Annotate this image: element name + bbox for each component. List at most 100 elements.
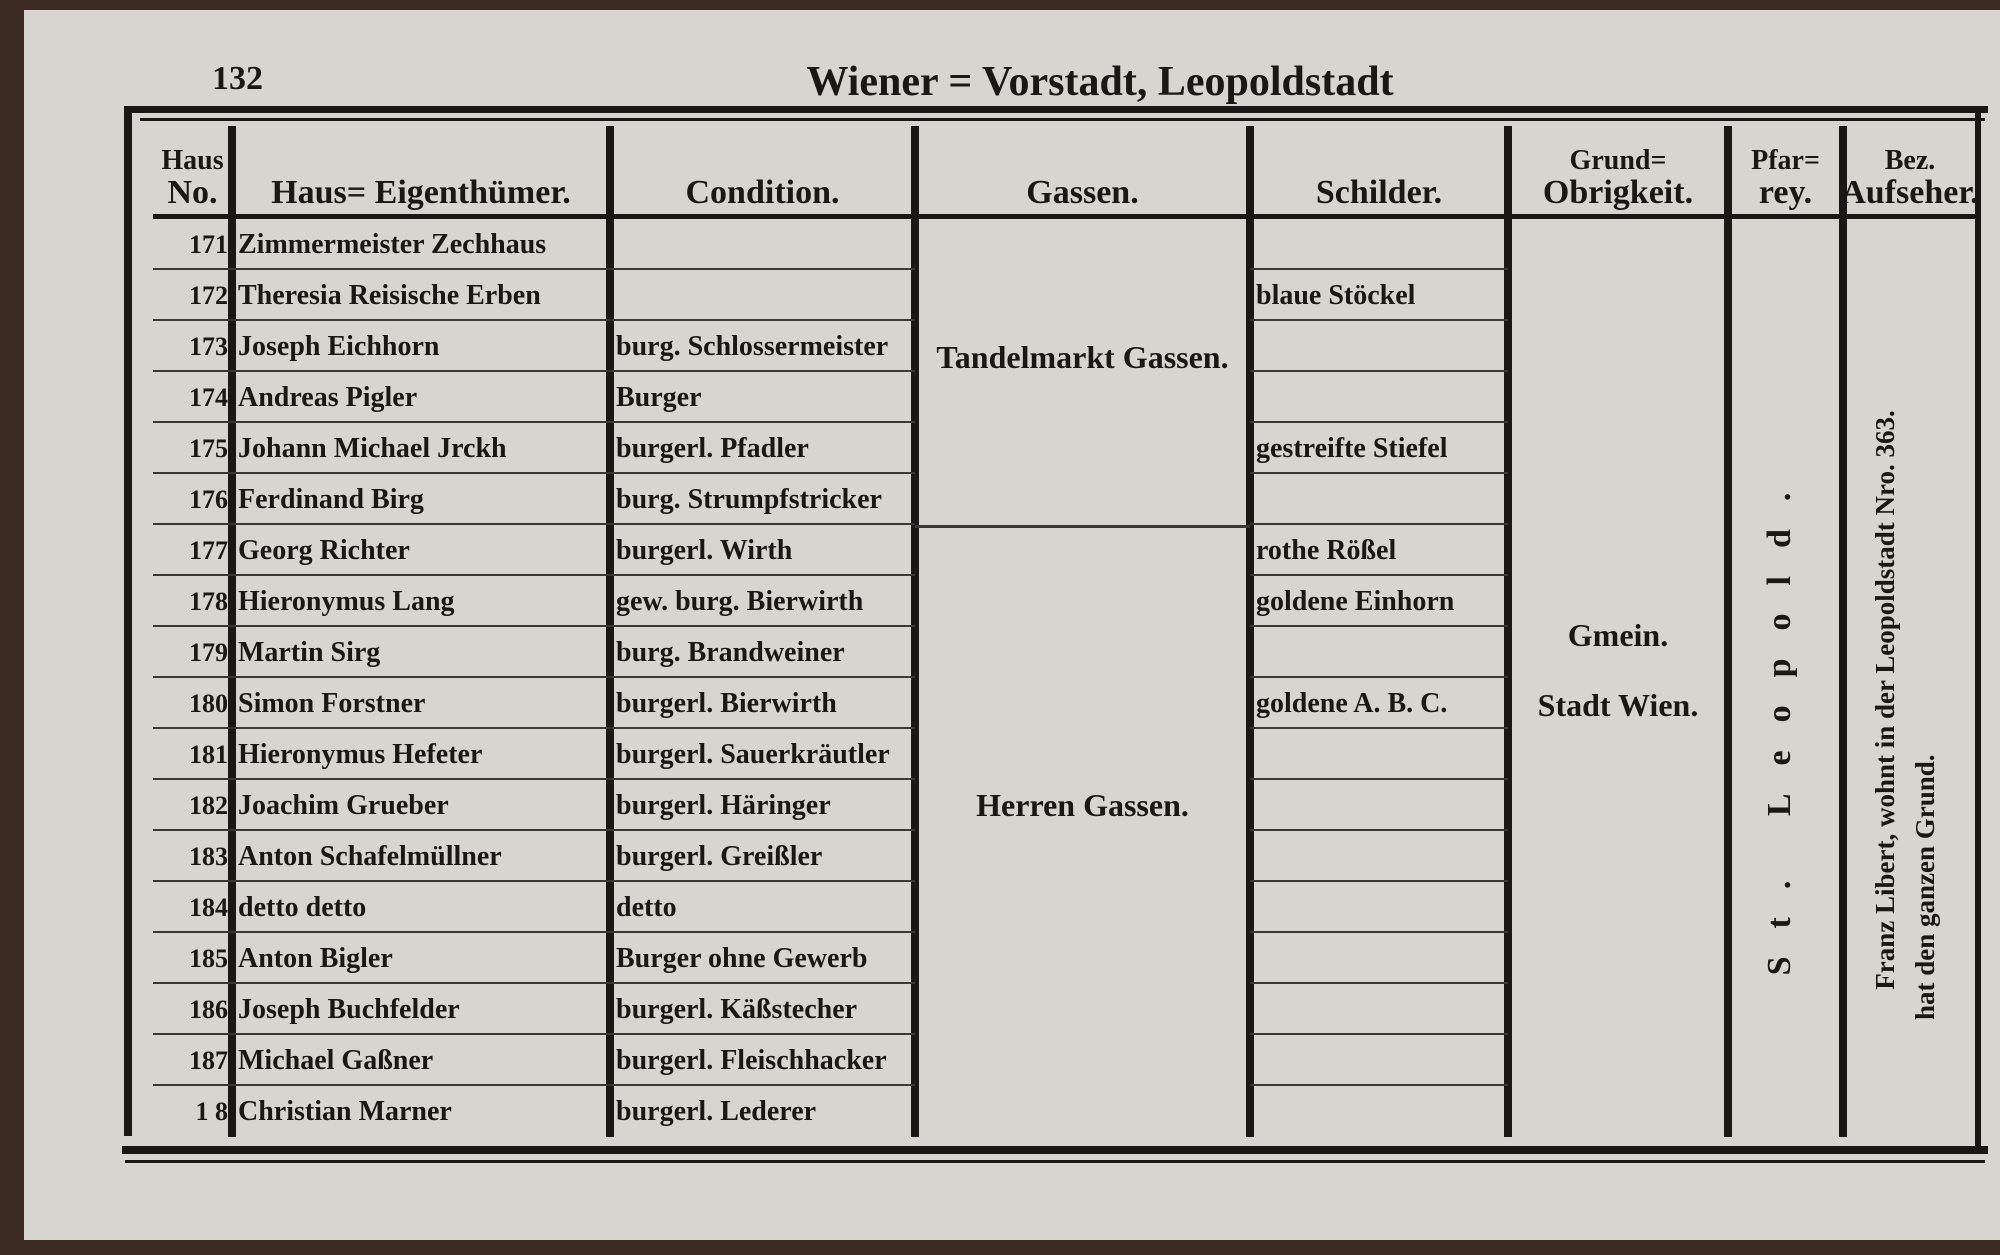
condition: burgerl. Käßstecher [616,994,858,1025]
row-rule [1250,1033,1508,1035]
authority: Stadt Wien. [1537,687,1699,723]
header-line: Condition. [685,174,840,212]
row-rule [153,421,915,423]
row-rule [153,574,915,576]
condition: burgerl. Fleischhacker [616,1045,887,1076]
row-rule [153,319,915,321]
paper: 132 Wiener = Vorstadt, Leopoldstadt Haus No… [24,10,2000,1240]
condition: burg. Brandweiner [616,637,845,668]
owner: Joseph Buchfelder [238,994,460,1025]
row-rule [1250,982,1508,984]
condition: burgerl. Häringer [616,790,831,821]
column-header: Haus= Eigenthümer. [232,121,610,219]
house-number: 180 [189,689,228,718]
condition: burgerl. Pfadler [616,433,809,464]
authority: Gmein. [1567,617,1669,653]
row-rule [153,829,915,831]
condition: burgerl. Bierwirth [616,688,837,719]
house-number: 173 [189,332,228,361]
header-line: Haus= Eigenthümer. [271,174,571,212]
condition: burgerl. Greißler [616,841,823,872]
frame-bottom-inner [125,1160,1985,1163]
condition: burgerl. Wirth [616,535,793,566]
owner: Joseph Eichhorn [238,331,440,362]
header-line: Pfar= [1751,144,1820,176]
header-line: Gassen. [1026,174,1139,212]
condition: detto [616,892,677,923]
condition: Burger [616,382,702,413]
row-rule [1250,421,1508,423]
row-rule [153,1084,915,1086]
row-rule [153,778,915,780]
row-rule [1250,472,1508,474]
house-number: 187 [189,1046,228,1075]
owner: Hieronymus Lang [238,586,455,617]
row-rule [1250,727,1508,729]
sign: rothe Rößel [1256,535,1397,566]
row-rule [153,880,915,882]
row-rule [1250,625,1508,627]
owner: Ferdinand Birg [238,484,424,515]
row-rule [1250,676,1508,678]
column-header: Condition. [610,121,915,219]
owner: Michael Gaßner [238,1045,434,1076]
page-number: 132 [212,60,263,97]
owner: Johann Michael Jrckh [238,433,507,464]
page-title: Wiener = Vorstadt, Leopoldstadt [806,59,1394,105]
gassen-rule [915,525,1250,528]
frame-top-inner [140,118,1985,121]
row-rule [1250,319,1508,321]
frame-top [128,106,1988,113]
row-rule [153,931,915,933]
house-number: 182 [189,791,228,820]
house-number: 1 8 [195,1097,229,1126]
owner: Hieronymus Hefeter [238,739,483,770]
street: Tandelmarkt Gassen. [936,339,1229,372]
row-rule [1250,931,1508,933]
supervisor: Franz Libert, wohnt in der Leopoldstadt … [1870,410,1900,990]
column-rule [606,126,614,1137]
header-line: No. [167,174,218,212]
header-rule [153,214,1977,219]
house-number: 177 [189,536,228,565]
condition: burgerl. Sauerkräutler [616,739,890,770]
row-rule [1250,370,1508,372]
condition: burg. Strumpfstricker [616,484,882,515]
column-header: Gassen. [915,121,1250,219]
column-header: Grund= Obrigkeit. [1508,121,1728,219]
house-number: 176 [189,485,228,514]
column-rule [911,126,919,1137]
owner: Simon Forstner [238,688,426,719]
house-number: 175 [189,434,228,463]
header-line: Obrigkeit. [1542,174,1694,212]
row-rule [1250,574,1508,576]
row-rule [1250,268,1508,270]
row-rule [1250,523,1508,525]
owner: Zimmermeister Zechhaus [238,229,547,260]
owner: Georg Richter [238,535,410,566]
condition: gew. burg. Bierwirth [616,586,864,617]
owner: detto detto [238,892,367,923]
header-line: rey. [1758,174,1813,212]
condition: burg. Schlossermeister [616,331,889,362]
frame-bottom [122,1146,1988,1154]
header-line: Haus [161,144,224,176]
row-rule [153,625,915,627]
header-line: Bez. [1884,144,1936,176]
row-rule [1250,880,1508,882]
row-rule [153,472,915,474]
column-rule [1839,126,1847,1137]
sign: blaue Stöckel [1256,280,1416,311]
column-rule [1504,126,1512,1137]
owner: Joachim Grueber [238,790,449,821]
house-number: 174 [189,383,228,412]
column-header: Schilder. [1250,121,1508,219]
column-rule [1246,126,1254,1137]
house-number: 186 [189,995,228,1024]
row-rule [153,268,915,270]
house-number: 183 [189,842,228,871]
owner: Anton Schafelmüllner [238,841,502,872]
house-number: 181 [189,740,228,769]
row-rule [153,1033,915,1035]
